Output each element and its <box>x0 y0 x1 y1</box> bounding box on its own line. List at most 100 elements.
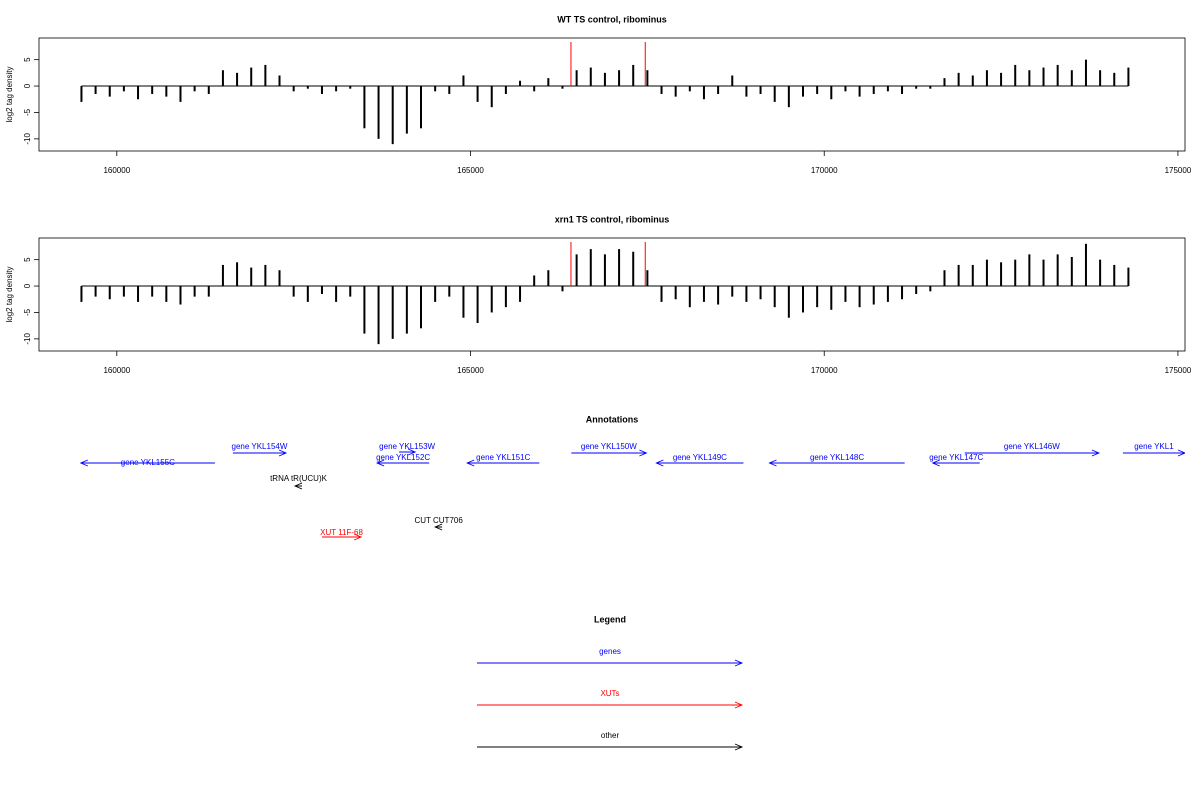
feature-label: gene YKL1 <box>1134 442 1174 451</box>
density-bar <box>391 286 394 339</box>
density-bar <box>618 249 621 287</box>
density-bar <box>448 286 451 297</box>
density-bar <box>632 251 635 287</box>
density-bar <box>420 286 422 329</box>
density-bar <box>448 86 451 94</box>
density-bar <box>618 70 621 87</box>
annotations-title: Annotations <box>586 414 639 424</box>
density-bar <box>490 86 493 108</box>
density-bar <box>1014 64 1017 87</box>
density-bar <box>872 286 875 305</box>
feature-arrow <box>322 533 363 541</box>
density-bar <box>674 286 677 300</box>
y-axis-label: log2 tag density <box>5 266 14 322</box>
feature-label: gene YKL148C <box>810 453 864 462</box>
density-bar <box>943 270 946 287</box>
legend-label: other <box>601 731 620 740</box>
density-bar <box>1127 267 1130 287</box>
density-bar <box>985 70 988 87</box>
density-bar <box>320 286 323 294</box>
feature-arrow <box>466 459 540 467</box>
feature-label: gene YKL155C <box>121 458 175 467</box>
density-bar <box>236 72 239 87</box>
x-tick-label: 160000 <box>103 166 130 175</box>
density-bar <box>1070 70 1073 87</box>
feature-arrow <box>434 523 443 531</box>
density-bar <box>519 286 522 302</box>
density-bar <box>165 86 168 97</box>
density-bar <box>533 275 536 287</box>
density-bar <box>306 86 309 89</box>
feature-arrow <box>293 482 303 490</box>
density-bar <box>221 70 224 87</box>
density-bar <box>971 75 974 87</box>
density-bar <box>688 86 691 92</box>
density-bar <box>717 286 720 305</box>
feature-label: gene YKL153W <box>379 442 435 451</box>
density-bar <box>1000 72 1003 87</box>
density-bar <box>872 86 875 94</box>
density-bar <box>434 286 437 302</box>
density-bar <box>462 286 465 318</box>
x-tick-label: 170000 <box>811 366 838 375</box>
density-bar <box>207 86 210 94</box>
legend-label: genes <box>599 647 621 656</box>
density-bar <box>674 86 677 97</box>
density-bar <box>264 264 267 287</box>
feature-label: tRNA tR(UCU)K <box>270 474 328 483</box>
density-bar <box>1042 259 1045 287</box>
density-bar <box>292 86 295 92</box>
x-tick-label: 165000 <box>457 366 484 375</box>
density-bar <box>1099 70 1102 87</box>
density-bar <box>858 86 861 97</box>
feature-arrow <box>964 449 1101 457</box>
density-bar <box>985 259 988 287</box>
density-bar <box>349 86 352 89</box>
density-bar <box>561 286 564 292</box>
density-bar <box>80 86 83 102</box>
density-bar <box>122 86 125 92</box>
density-bar <box>108 286 111 300</box>
density-bar <box>802 86 804 97</box>
density-bar <box>363 286 366 334</box>
density-bar <box>816 86 819 94</box>
density-bar <box>1028 254 1031 287</box>
density-bar <box>589 249 592 287</box>
feature-label: gene YKL150W <box>581 442 637 451</box>
density-bar <box>221 264 224 287</box>
density-bar <box>292 286 295 297</box>
density-bar <box>886 86 889 92</box>
density-bar <box>971 264 974 287</box>
density-bar <box>137 286 140 302</box>
density-bar <box>830 86 833 100</box>
density-bar <box>603 72 606 87</box>
density-bar <box>250 67 253 87</box>
density-bar <box>575 254 578 287</box>
density-bar <box>335 286 338 302</box>
x-tick-label: 175000 <box>1165 366 1192 375</box>
annotation-track: gene YKL155C gene YKL154W gene YKL153W gene… <box>79 442 1185 541</box>
feature-label: gene YKL154W <box>232 442 288 451</box>
density-bar <box>250 267 253 287</box>
density-bar <box>787 286 790 318</box>
density-bar <box>1056 254 1059 287</box>
density-bar <box>533 86 536 92</box>
density-bar <box>943 78 946 87</box>
y-tick-label: 5 <box>23 257 32 262</box>
feature-arrow <box>768 459 905 467</box>
density-bar <box>731 75 734 87</box>
density-bar <box>886 286 889 302</box>
density-bar <box>391 86 394 145</box>
density-bar <box>759 286 762 300</box>
density-bar <box>434 86 437 92</box>
density-bar <box>490 286 493 313</box>
density-bar <box>151 286 154 297</box>
density-bar <box>1113 72 1116 87</box>
density-bar <box>122 286 125 297</box>
y-tick-label: -10 <box>23 133 32 145</box>
chart-title: xrn1 TS control, ribominus <box>555 214 670 224</box>
density-bar <box>702 286 705 302</box>
density-bar <box>179 286 182 305</box>
density-bar <box>462 75 465 87</box>
density-bar <box>377 86 380 139</box>
